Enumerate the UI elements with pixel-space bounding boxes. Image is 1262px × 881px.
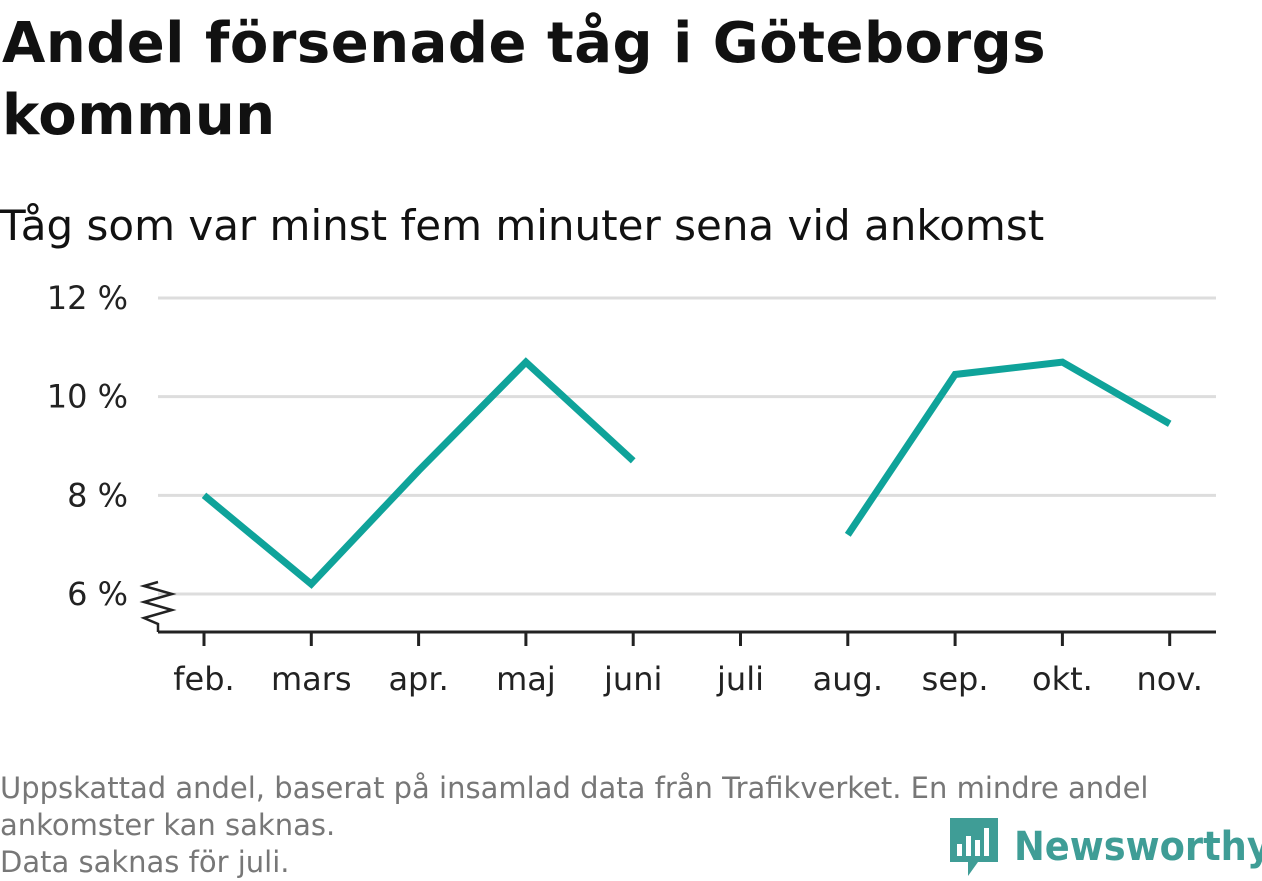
footnote-line-3: Data saknas för juli. <box>0 845 290 879</box>
y-tick-label: 8 % <box>67 476 128 514</box>
x-axis <box>158 630 1216 646</box>
footnote-line-1: Uppskattad andel, baserat på insamlad da… <box>0 771 1149 805</box>
y-tick-label: 12 % <box>47 279 128 317</box>
x-tick-label: juli <box>716 660 764 698</box>
newsworthy-logo-icon <box>950 818 998 876</box>
y-tick-label: 10 % <box>47 378 128 416</box>
chart-subtitle: Tåg som var minst fem minuter sena vid a… <box>0 201 1045 250</box>
chart-title: Andel försenade tåg i Göteborgs kommun <box>2 11 1047 148</box>
footnote-line-2: ankomster kan saknas. <box>0 808 336 842</box>
x-tick-label: maj <box>496 660 556 698</box>
axis-break-zigzag <box>139 580 177 632</box>
x-tick-label: mars <box>271 660 352 698</box>
line-chart: 6 % 8 % 10 % 12 % feb. mars apr. maj juni juli au… <box>47 279 1216 698</box>
x-tick-label: okt. <box>1032 660 1093 698</box>
x-tick-label: feb. <box>173 660 234 698</box>
x-tick-label: juni <box>603 660 662 698</box>
series-lines <box>201 357 1172 589</box>
series-line-segment <box>844 358 1172 537</box>
x-tick-label: sep. <box>922 660 989 698</box>
x-tick-label: aug. <box>813 660 883 698</box>
series-line-segment <box>201 357 636 589</box>
y-tick-label: 6 % <box>67 575 128 613</box>
x-tick-label: nov. <box>1136 660 1202 698</box>
x-tick-label: apr. <box>388 660 448 698</box>
brand-logo: Newsworthy <box>948 815 1262 879</box>
brand-name: Newsworthy <box>1014 824 1262 870</box>
footnote: Uppskattad andel, baserat på insamlad da… <box>0 770 1250 881</box>
x-axis-labels: feb. mars apr. maj juni juli aug. sep. okt. nov. <box>173 660 1203 698</box>
gridlines <box>158 296 1216 596</box>
y-axis-break <box>139 580 177 632</box>
y-axis-ticks: 6 % 8 % 10 % 12 % <box>47 279 128 613</box>
